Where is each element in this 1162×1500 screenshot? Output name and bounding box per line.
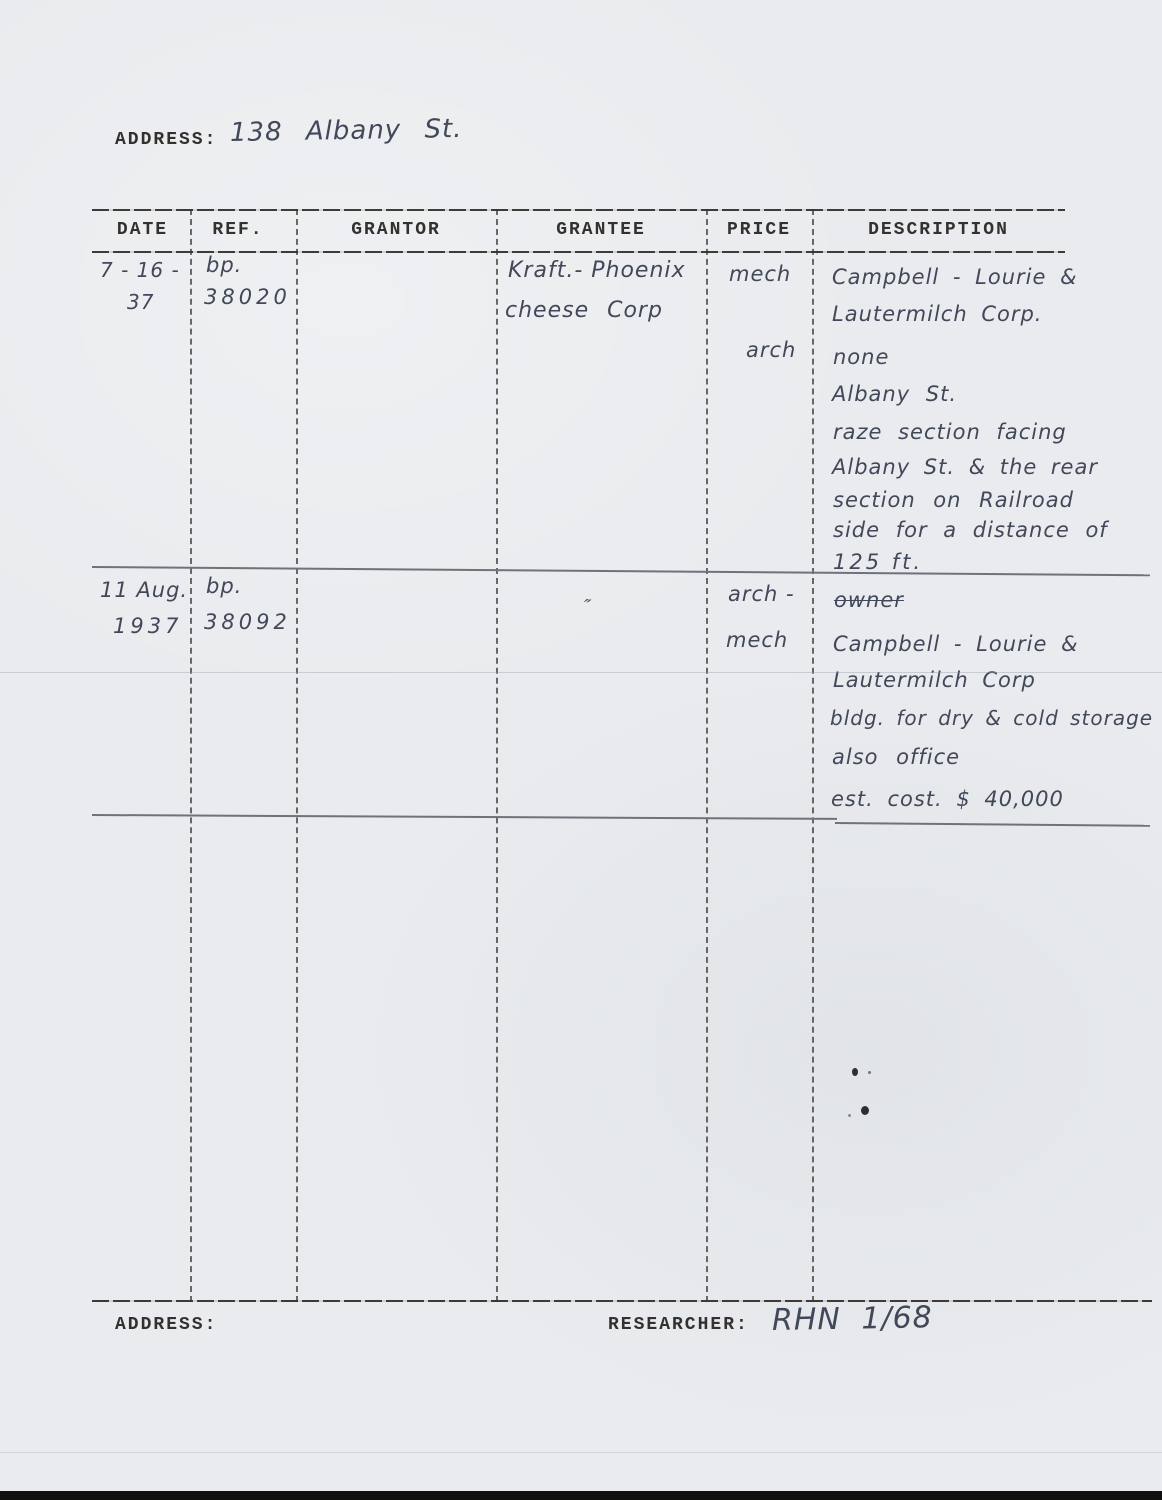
row1-desc-line8: side for a distance of xyxy=(833,518,1108,542)
scan-crease-line xyxy=(0,672,1162,673)
row1-price-line1: mech xyxy=(729,262,792,286)
row2-ref-line2: 38092 xyxy=(204,610,291,634)
row2-desc-line4: bldg. for dry & cold storage xyxy=(830,706,1154,730)
row1-ref-line2: 38020 xyxy=(204,285,291,309)
row1-date-line2: 37 xyxy=(127,290,155,314)
row2-date-line1: 11 Aug. xyxy=(100,578,189,602)
row1-price-line2: arch xyxy=(746,338,797,362)
row1-desc-line3: none xyxy=(833,345,890,369)
row2-desc-line3: Lautermilch Corp xyxy=(833,668,1036,692)
row1-desc-line1: Campbell - Lourie & xyxy=(832,265,1078,289)
ink-speck xyxy=(848,1114,851,1117)
row1-desc-line7: section on Railroad xyxy=(833,488,1074,512)
footer-address-label: ADDRESS: xyxy=(115,1315,218,1335)
row2-desc-line1: owner xyxy=(834,588,904,612)
column-divider-date-ref xyxy=(190,209,192,1302)
row2-date-line2: 1937 xyxy=(113,614,183,638)
ink-speck xyxy=(852,1068,858,1076)
row2-price-line2: mech xyxy=(726,628,789,652)
row1-ref-line1: bp. xyxy=(206,253,243,277)
column-divider-grantor-grantee xyxy=(496,209,498,1302)
row-separator-pen-line-2b xyxy=(834,822,1150,827)
scan-edge-bar xyxy=(0,1491,1162,1500)
row1-desc-line2: Lautermilch Corp. xyxy=(832,302,1043,326)
row-separator-pen-line-1 xyxy=(91,566,1150,577)
column-divider-ref-grantor xyxy=(296,209,298,1302)
address-label: ADDRESS: xyxy=(115,130,218,150)
column-divider-price-description xyxy=(812,209,814,1302)
column-header-price: PRICE xyxy=(726,220,791,240)
row1-desc-line4: Albany St. xyxy=(832,382,958,406)
row1-grantee-line2: cheese Corp xyxy=(505,298,663,323)
column-header-grantee: GRANTEE xyxy=(556,220,646,240)
row1-desc-line9: 125 ft. xyxy=(833,550,924,574)
address-value-handwritten: 138 Albany St. xyxy=(229,113,463,148)
column-header-grantor: GRANTOR xyxy=(351,220,441,240)
footer-researcher-label: RESEARCHER: xyxy=(608,1315,749,1335)
scan-crease-line-bottom xyxy=(0,1452,1162,1453)
column-divider-grantee-price xyxy=(706,209,708,1302)
ink-speck xyxy=(868,1071,871,1074)
row1-date-line1: 7 - 16 - xyxy=(100,258,180,282)
footer-researcher-value-handwritten: RHN 1/68 xyxy=(771,1300,934,1338)
row2-ref-line1: bp. xyxy=(206,574,243,598)
row1-grantee-line1: Kraft.- Phoenix xyxy=(508,258,686,283)
row2-desc-line6: est. cost. $ 40,000 xyxy=(831,787,1064,811)
column-header-description: DESCRIPTION xyxy=(868,220,1009,240)
ink-speck xyxy=(861,1106,869,1115)
row2-desc-line5: also office xyxy=(832,745,961,769)
column-header-ref: REF. xyxy=(212,220,264,240)
table-top-rule xyxy=(92,209,1065,211)
row2-desc-line2: Campbell - Lourie & xyxy=(833,632,1079,656)
table-header-bottom-rule xyxy=(92,251,1065,253)
row-separator-pen-line-2a xyxy=(91,814,837,820)
row2-grantee-ditto-mark: ″ xyxy=(580,595,594,619)
row1-desc-line6: Albany St. & the rear xyxy=(832,455,1098,479)
row2-price-line1: arch - xyxy=(728,582,795,606)
table-bottom-rule xyxy=(92,1300,1152,1302)
row1-desc-line5: raze section facing xyxy=(833,420,1067,444)
column-header-date: DATE xyxy=(116,220,169,240)
